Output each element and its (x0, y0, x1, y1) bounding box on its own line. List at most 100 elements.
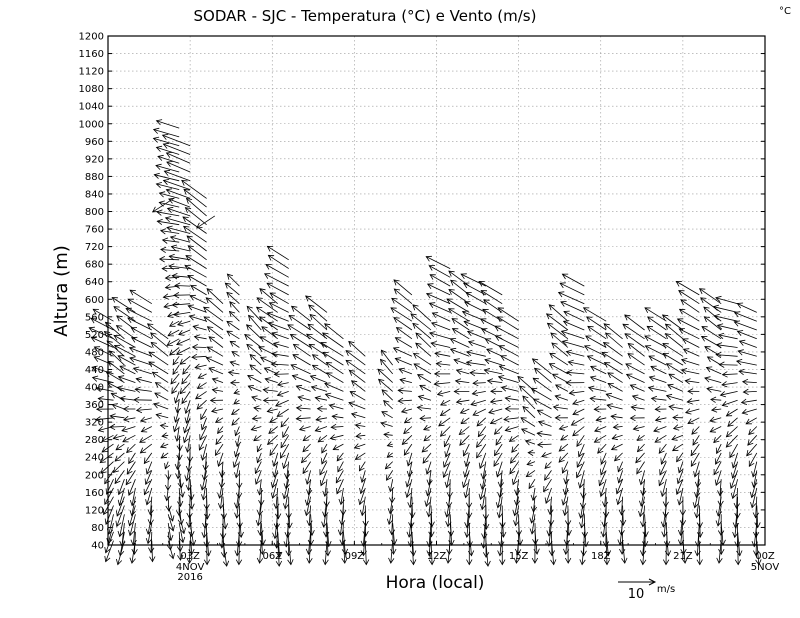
wind-vector-head (221, 523, 229, 530)
wind-vector-head (587, 385, 595, 392)
wind-vector-head (678, 308, 686, 315)
wind-vector-shaft (189, 514, 193, 537)
wind-vector (660, 479, 667, 498)
y-tick-label: 1080 (79, 84, 104, 95)
wind-vector-shaft (701, 326, 722, 340)
wind-vector-head (234, 512, 241, 519)
wind-vector-head (380, 349, 387, 356)
wind-vector-head (495, 439, 502, 446)
wind-vector-head (268, 302, 276, 308)
wind-vector-shaft (187, 245, 207, 261)
wind-vector-head (509, 468, 516, 475)
wind-vector (254, 470, 262, 485)
wind-vector-head (403, 428, 410, 435)
wind-vector-shaft (676, 479, 684, 495)
wind-vector (174, 282, 191, 289)
wind-vector (388, 514, 396, 536)
wind-vector-shaft (148, 351, 169, 366)
wind-vector (618, 496, 625, 516)
wind-vector-head (405, 481, 412, 488)
wind-vector (403, 426, 413, 435)
wind-vector (174, 426, 181, 442)
wind-vector (155, 145, 180, 155)
wind-vector-shaft (666, 395, 684, 401)
wind-vector-shaft (341, 523, 344, 545)
wind-vector (359, 496, 367, 517)
wind-vector (635, 452, 645, 464)
wind-vector-head (661, 531, 668, 538)
wind-vector (602, 342, 623, 357)
wind-vector-head (480, 328, 488, 334)
wind-vector-head (419, 384, 426, 391)
wind-vector-head (425, 292, 433, 299)
wind-vector-head (271, 351, 278, 358)
wind-vector (284, 461, 291, 480)
wind-vector-shaft (221, 461, 224, 478)
wind-vector (412, 322, 432, 340)
wind-vector (614, 452, 623, 462)
wind-vector-head (489, 418, 497, 425)
wind-vector-head (172, 425, 179, 433)
wind-vector (603, 362, 623, 375)
wind-vector (337, 461, 344, 473)
wind-vector-shaft (611, 443, 623, 450)
wind-vector (639, 487, 646, 507)
y-tick-label: 240 (85, 453, 104, 464)
wind-vector (164, 461, 171, 470)
wind-vector-shaft (713, 435, 722, 443)
wind-vector (544, 487, 552, 504)
wind-vector-head (163, 169, 171, 176)
wind-vector (328, 403, 344, 410)
wind-vector-head (654, 436, 661, 443)
wind-vector-shaft (150, 332, 169, 348)
wind-vector (109, 413, 125, 420)
wind-vector (562, 496, 569, 517)
wind-vector (701, 326, 722, 340)
wind-vector-shaft (565, 470, 569, 484)
wind-vector-head (196, 383, 204, 389)
wind-vector-shaft (579, 470, 585, 488)
wind-vector (423, 434, 432, 442)
wind-vector (715, 342, 738, 349)
wind-vector-shaft (114, 470, 125, 484)
wind-vector-shaft (269, 417, 278, 423)
wind-vector-shaft (553, 406, 568, 410)
wind-vector (256, 479, 264, 496)
wind-vector (167, 311, 180, 318)
wind-vector-shaft (188, 470, 191, 491)
wind-vector-shaft (386, 470, 394, 481)
wind-vector-shaft (431, 322, 451, 331)
wind-vector-head (135, 406, 143, 414)
wind-vector-shaft (566, 351, 585, 357)
wind-vector-head (465, 502, 473, 509)
wind-vector-head (152, 136, 160, 143)
wind-vector-shaft (617, 461, 623, 472)
wind-vector-layer (88, 119, 762, 567)
wind-vector-head (233, 398, 240, 405)
wind-vector-shaft (460, 408, 470, 414)
wind-vector-shaft (110, 415, 125, 419)
wind-vector (598, 470, 607, 487)
wind-vector-shaft (538, 421, 552, 427)
wind-vector-head (472, 410, 479, 416)
wind-vector-head (476, 420, 483, 427)
wind-vector-shaft (257, 443, 262, 452)
wind-vector (548, 531, 555, 557)
wind-vector-head (403, 449, 410, 456)
wind-vector-head (174, 282, 181, 289)
wind-vector-head (224, 282, 231, 289)
wind-vector-head (244, 333, 251, 340)
wind-vector (401, 435, 413, 445)
wind-vector-shaft (90, 317, 114, 331)
wind-vector (453, 358, 470, 366)
wind-vector-shaft (259, 540, 262, 564)
wind-vector-shaft (717, 324, 738, 331)
wind-vector (602, 523, 610, 548)
wind-vector-head (272, 460, 279, 467)
wind-vector (384, 461, 393, 470)
wind-vector-shaft (642, 505, 645, 527)
wind-vector (565, 349, 585, 357)
wind-vector-head (234, 472, 241, 479)
wind-vector-shaft (351, 380, 366, 392)
